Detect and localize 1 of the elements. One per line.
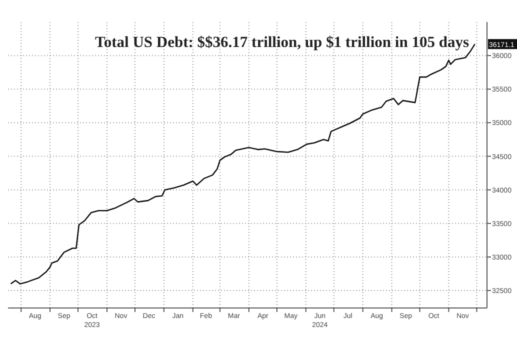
text: Total US Debt: $$36.17 trillion, up $1 trillion in 105 days: [94, 34, 469, 51]
